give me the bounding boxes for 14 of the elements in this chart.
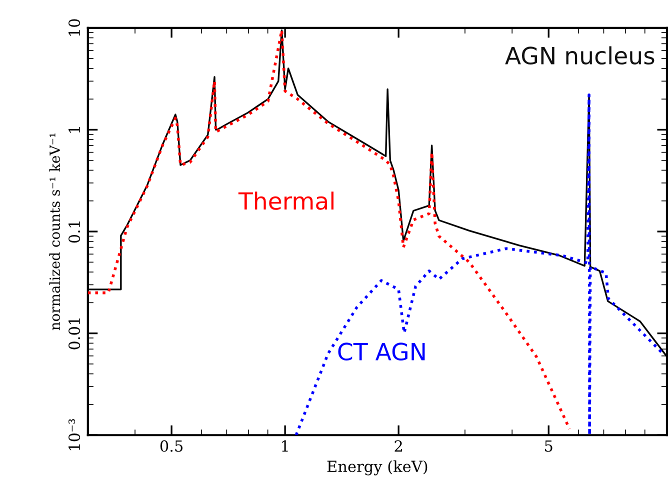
y-tick-label: 10 — [68, 19, 80, 36]
x-axis-title: Energy (keV) — [327, 460, 428, 476]
text: Thermal — [238, 192, 334, 210]
y-axis-title: normalized counts s⁻¹ keV⁻¹ — [49, 133, 60, 330]
x-tick-label: 1 — [282, 440, 288, 452]
y-tick-label: 1 — [68, 127, 80, 133]
series-label: CT AGN — [338, 342, 425, 361]
annotation: AGN nucleus — [505, 46, 654, 65]
x-tick-label: 0.5 — [160, 440, 183, 452]
y-tick-label: 10⁻³ — [68, 419, 80, 450]
x-tick-label: 2 — [394, 440, 402, 452]
x-tick-label: 5 — [545, 440, 552, 452]
y-tick-label: 0.01 — [68, 318, 80, 350]
y-tick-label: 0.1 — [68, 222, 80, 243]
